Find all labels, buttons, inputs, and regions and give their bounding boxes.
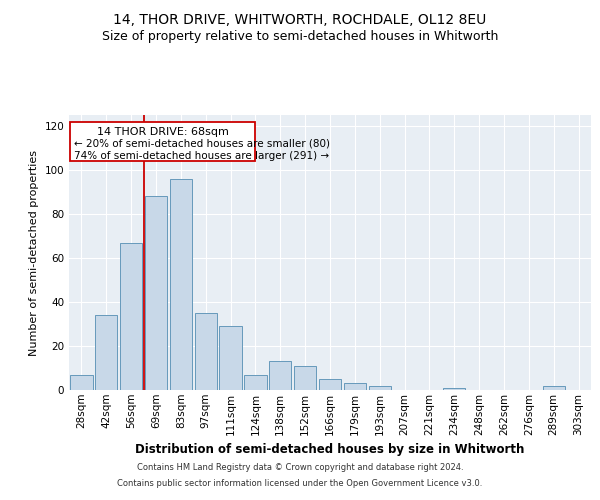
Bar [443,388,466,390]
Text: 14 THOR DRIVE: 68sqm: 14 THOR DRIVE: 68sqm [97,127,229,137]
Bar [244,374,266,390]
Bar [319,379,341,390]
Text: Contains HM Land Registry data © Crown copyright and database right 2024.: Contains HM Land Registry data © Crown c… [137,464,463,472]
Bar [368,386,391,390]
Text: 14, THOR DRIVE, WHITWORTH, ROCHDALE, OL12 8EU: 14, THOR DRIVE, WHITWORTH, ROCHDALE, OL1… [113,12,487,26]
Bar [95,315,118,390]
Text: Contains public sector information licensed under the Open Government Licence v3: Contains public sector information licen… [118,478,482,488]
Bar [145,196,167,390]
Bar [120,242,142,390]
Y-axis label: Number of semi-detached properties: Number of semi-detached properties [29,150,39,356]
Text: 74% of semi-detached houses are larger (291) →: 74% of semi-detached houses are larger (… [74,152,329,162]
Bar [70,374,92,390]
Bar [344,384,366,390]
Text: ← 20% of semi-detached houses are smaller (80): ← 20% of semi-detached houses are smalle… [74,138,330,148]
Bar [269,362,292,390]
Bar [194,313,217,390]
Bar [294,366,316,390]
Text: Size of property relative to semi-detached houses in Whitworth: Size of property relative to semi-detach… [102,30,498,43]
Bar [170,179,192,390]
Bar [70,122,256,161]
Bar [542,386,565,390]
X-axis label: Distribution of semi-detached houses by size in Whitworth: Distribution of semi-detached houses by … [136,443,524,456]
Bar [220,326,242,390]
